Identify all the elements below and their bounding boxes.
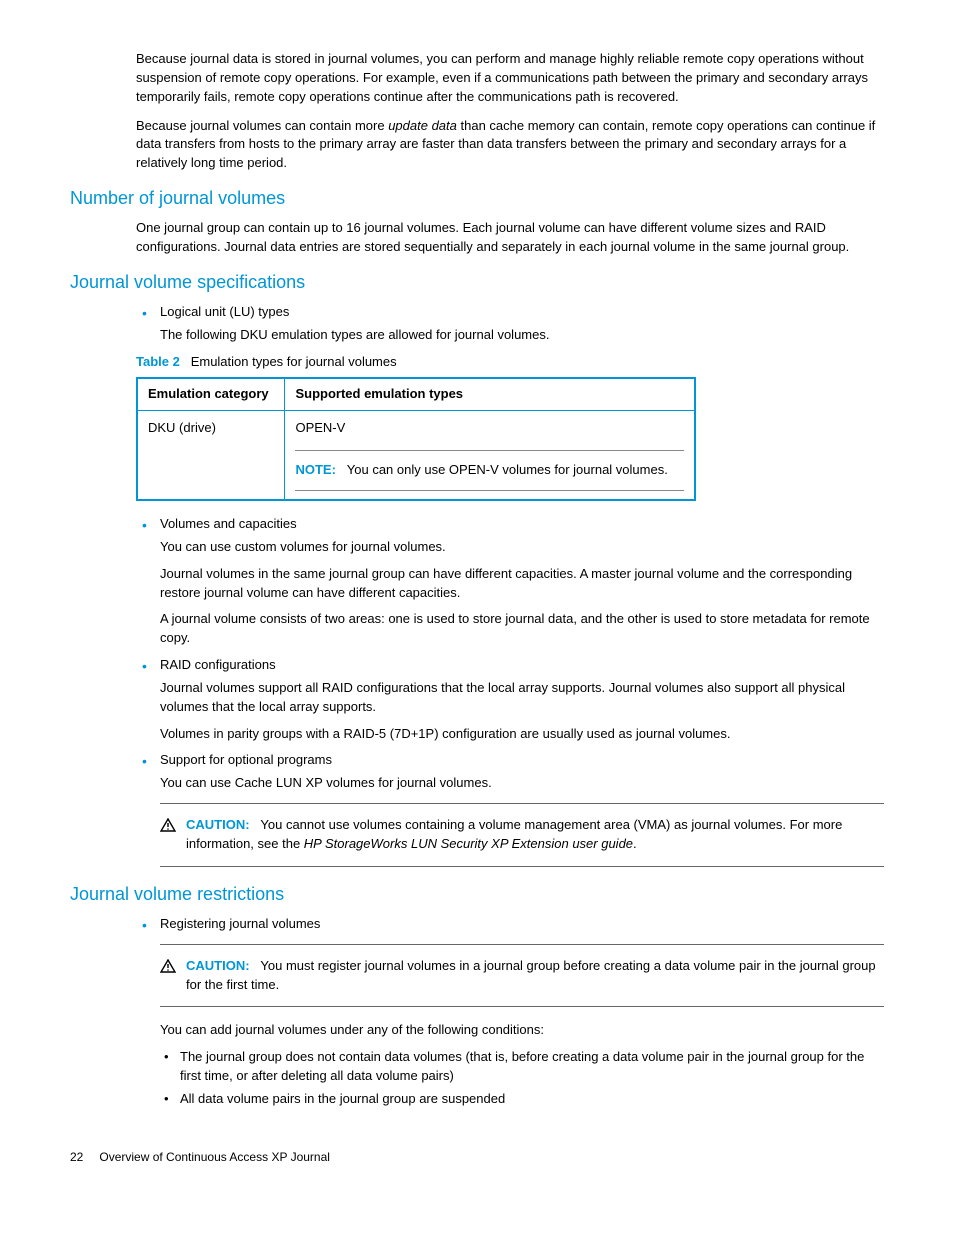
table-r1c1: DKU (drive) <box>137 411 285 500</box>
spec-b2-p1: You can use custom volumes for journal v… <box>160 538 884 557</box>
intro-para-2: Because journal volumes can contain more… <box>136 117 884 174</box>
table-col1-header: Emulation category <box>137 378 285 410</box>
spec-b2-label: Volumes and capacities <box>160 516 297 531</box>
spec-bullet-lu-types: Logical unit (LU) types <box>136 303 884 322</box>
spec-b3-p1: Journal volumes support all RAID configu… <box>160 679 884 717</box>
spec-b4-label: Support for optional programs <box>160 752 332 767</box>
spec-bullet-optional-programs: Support for optional programs <box>136 751 884 770</box>
restrict-bullet-registering: Registering journal volumes <box>136 915 884 934</box>
restrict-sub-bullet-2: All data volume pairs in the journal gro… <box>160 1090 884 1109</box>
restrict-caution-block: CAUTION: You must register journal volum… <box>160 944 884 1008</box>
intro-p2-a: Because journal volumes can contain more <box>136 118 388 133</box>
table-col2-header: Supported emulation types <box>285 378 695 410</box>
spec-b1-label: Logical unit (LU) types <box>160 304 289 319</box>
spec-bullet-volumes-capacities: Volumes and capacities <box>136 515 884 534</box>
table-r1c2-value: OPEN-V <box>295 419 684 438</box>
spec-b2-p2: Journal volumes in the same journal grou… <box>160 565 884 603</box>
heading-journal-volume-specifications: Journal volume specifications <box>70 269 884 295</box>
footer-title: Overview of Continuous Access XP Journal <box>99 1150 330 1164</box>
spec-b4-p1: You can use Cache LUN XP volumes for jou… <box>160 774 884 793</box>
spec-caution-italic: HP StorageWorks LUN Security XP Extensio… <box>304 836 633 851</box>
spec-b3-p2: Volumes in parity groups with a RAID-5 (… <box>160 725 884 744</box>
heading-number-of-journal-volumes: Number of journal volumes <box>70 185 884 211</box>
restrict-b1-label: Registering journal volumes <box>160 916 320 931</box>
spec-bullet-raid: RAID configurations <box>136 656 884 675</box>
restrict-p1: You can add journal volumes under any of… <box>160 1021 884 1040</box>
sec1-para-1: One journal group can contain up to 16 j… <box>136 219 884 257</box>
table-note-label: NOTE: <box>295 462 335 477</box>
restrict-caution-text: CAUTION: You must register journal volum… <box>186 957 884 995</box>
table2-caption-text: Emulation types for journal volumes <box>191 354 397 369</box>
restrict-caution-label: CAUTION: <box>186 958 250 973</box>
spec-caution-t2: . <box>633 836 637 851</box>
spec-caution-text: CAUTION: You cannot use volumes containi… <box>186 816 884 854</box>
page-footer: 22 Overview of Continuous Access XP Journ… <box>70 1149 884 1166</box>
spec-b3-label: RAID configurations <box>160 657 276 672</box>
intro-para-1: Because journal data is stored in journa… <box>136 50 884 107</box>
restrict-caution-body: You must register journal volumes in a j… <box>186 958 876 992</box>
spec-b2-p3: A journal volume consists of two areas: … <box>160 610 884 648</box>
table2-caption: Table 2 Emulation types for journal volu… <box>136 353 884 372</box>
table-note-block: NOTE: You can only use OPEN-V volumes fo… <box>295 450 684 491</box>
page-number: 22 <box>70 1150 83 1164</box>
heading-journal-volume-restrictions: Journal volume restrictions <box>70 881 884 907</box>
caution-icon <box>160 959 176 979</box>
spec-b1-sub: The following DKU emulation types are al… <box>160 326 884 345</box>
table-r1c2: OPEN-V NOTE: You can only use OPEN-V vol… <box>285 411 695 500</box>
restrict-sub-bullet-1: The journal group does not contain data … <box>160 1048 884 1086</box>
emulation-types-table: Emulation category Supported emulation t… <box>136 377 696 501</box>
intro-p2-italic: update data <box>388 118 457 133</box>
table2-caption-label: Table 2 <box>136 354 180 369</box>
caution-icon <box>160 818 176 838</box>
spec-caution-block: CAUTION: You cannot use volumes containi… <box>160 803 884 867</box>
spec-caution-label: CAUTION: <box>186 817 250 832</box>
table-note-text: You can only use OPEN-V volumes for jour… <box>347 462 668 477</box>
